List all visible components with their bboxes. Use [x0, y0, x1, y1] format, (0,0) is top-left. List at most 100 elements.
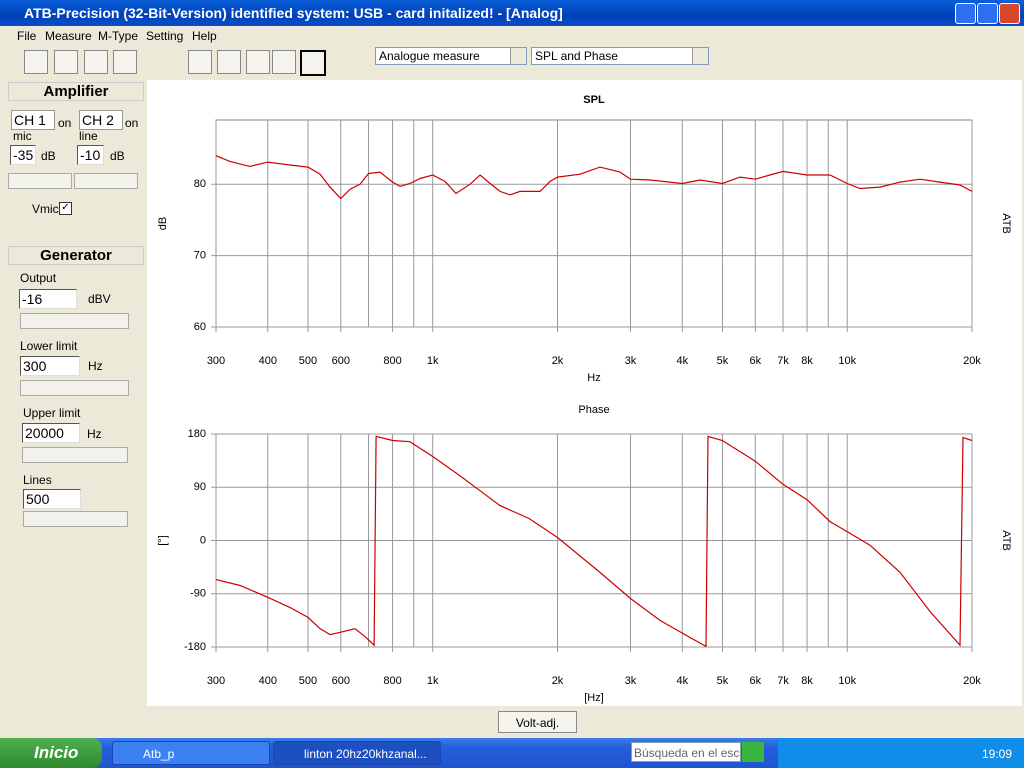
slider[interactable]: [23, 511, 128, 527]
title-bar: ATB-Precision (32-Bit-Version) identifie…: [0, 0, 1024, 26]
chart-title: SPL: [583, 94, 605, 106]
close-button[interactable]: [999, 3, 1020, 24]
line-gain-input[interactable]: -10: [77, 145, 104, 165]
task-button[interactable]: Atb_p: [112, 741, 270, 765]
label: Output: [20, 271, 57, 285]
x-tick-label: 1k: [427, 675, 439, 687]
task-button[interactable]: linton 20hz20khzanal...: [273, 741, 441, 765]
lines-input[interactable]: 500: [23, 489, 81, 509]
vmic-checkbox[interactable]: ✓: [59, 202, 72, 215]
start-label: Inicio: [34, 743, 79, 762]
y-tick-label: 60: [194, 321, 206, 333]
slider[interactable]: [74, 173, 138, 189]
x-tick-label: 20k: [963, 355, 981, 367]
x-tick-label: 500: [299, 675, 317, 687]
toolbar-button[interactable]: [54, 50, 78, 74]
toolbar-button[interactable]: [246, 50, 270, 74]
x-tick-label: 7k: [777, 675, 789, 687]
slider[interactable]: [8, 173, 72, 189]
unit: dBV: [88, 292, 111, 306]
x-tick-label: 600: [332, 675, 350, 687]
data-line: [215, 435, 973, 648]
minimize-button[interactable]: [955, 3, 976, 24]
x-tick-label: 5k: [717, 355, 729, 367]
menu-item[interactable]: Setting: [146, 29, 184, 43]
label: line: [79, 129, 98, 143]
slider[interactable]: [20, 380, 129, 396]
view-dropdown[interactable]: SPL and Phase: [531, 47, 709, 65]
x-tick-label: 2k: [552, 355, 564, 367]
toolbar-button[interactable]: [24, 50, 48, 74]
x-tick-label: 1k: [427, 355, 439, 367]
x-tick-label: 500: [299, 355, 317, 367]
y-tick-label: 70: [194, 250, 206, 262]
slider[interactable]: [20, 313, 129, 329]
label: Upper limit: [23, 406, 81, 420]
volt-adj-button[interactable]: Volt-adj.: [498, 711, 577, 733]
upper-limit-input[interactable]: 20000: [22, 423, 80, 443]
y-axis-label: [°]: [157, 535, 169, 546]
label: on: [58, 116, 72, 130]
mic-gain-input[interactable]: -35: [10, 145, 36, 165]
menu-item[interactable]: Help: [192, 29, 217, 43]
right-label: ATB: [1000, 530, 1012, 551]
toolbar-button[interactable]: [217, 50, 241, 74]
search-go[interactable]: [742, 742, 764, 762]
unit: Hz: [88, 359, 103, 373]
label: Vmic: [32, 202, 59, 216]
x-axis-label: [Hz]: [584, 692, 604, 704]
right-label: ATB: [1000, 213, 1012, 234]
y-axis-label: dB: [157, 217, 169, 230]
x-tick-label: 800: [383, 355, 401, 367]
x-tick-label: 6k: [749, 675, 761, 687]
chart-title: Phase: [578, 404, 609, 416]
x-tick-label: 8k: [801, 675, 813, 687]
y-tick-label: 180: [188, 428, 206, 440]
y-tick-label: -90: [190, 588, 206, 600]
menu-item[interactable]: File: [17, 29, 37, 43]
section-header: Amplifier: [8, 82, 144, 101]
x-tick-label: 3k: [625, 675, 637, 687]
x-tick-label: 300: [207, 675, 225, 687]
measure-dropdown[interactable]: Analogue measure: [375, 47, 527, 65]
x-tick-label: 400: [259, 675, 277, 687]
search-box[interactable]: Búsqueda en el escri: [631, 742, 741, 762]
channel-button[interactable]: CH 2: [79, 110, 123, 130]
toolbar-button[interactable]: [84, 50, 108, 74]
label: on: [125, 116, 139, 130]
x-axis-label: Hz: [587, 372, 600, 384]
output-input[interactable]: -16: [19, 289, 77, 309]
maximize-button[interactable]: [977, 3, 998, 24]
x-tick-label: 8k: [801, 355, 813, 367]
unit: dB: [110, 149, 125, 163]
toolbar-button[interactable]: [300, 50, 326, 76]
x-tick-label: 4k: [676, 355, 688, 367]
x-tick-label: 7k: [777, 355, 789, 367]
section-header: Generator: [8, 246, 144, 265]
x-tick-label: 20k: [963, 675, 981, 687]
menu-item[interactable]: Measure: [45, 29, 92, 43]
x-tick-label: 400: [259, 355, 277, 367]
x-tick-label: 600: [332, 355, 350, 367]
start-button[interactable]: Inicio: [0, 738, 102, 768]
plot-area: [215, 119, 973, 328]
x-tick-label: 4k: [676, 675, 688, 687]
toolbar-button[interactable]: [113, 50, 137, 74]
channel-button[interactable]: CH 1: [11, 110, 55, 130]
toolbar-button[interactable]: [272, 50, 296, 74]
x-tick-label: 800: [383, 675, 401, 687]
window-title: ATB-Precision (32-Bit-Version) identifie…: [24, 5, 563, 21]
y-tick-label: 90: [194, 481, 206, 493]
toolbar-button[interactable]: [188, 50, 212, 74]
clock: 19:09: [982, 747, 1013, 761]
dropdown-text: SPL and Phase: [535, 49, 618, 63]
menu-item[interactable]: M-Type: [98, 29, 139, 43]
label: mic: [13, 129, 32, 143]
label: Lower limit: [20, 339, 78, 353]
system-tray: 19:09: [778, 738, 1024, 768]
x-tick-label: 3k: [625, 355, 637, 367]
lower-limit-input[interactable]: 300: [20, 356, 80, 376]
slider[interactable]: [22, 447, 128, 463]
